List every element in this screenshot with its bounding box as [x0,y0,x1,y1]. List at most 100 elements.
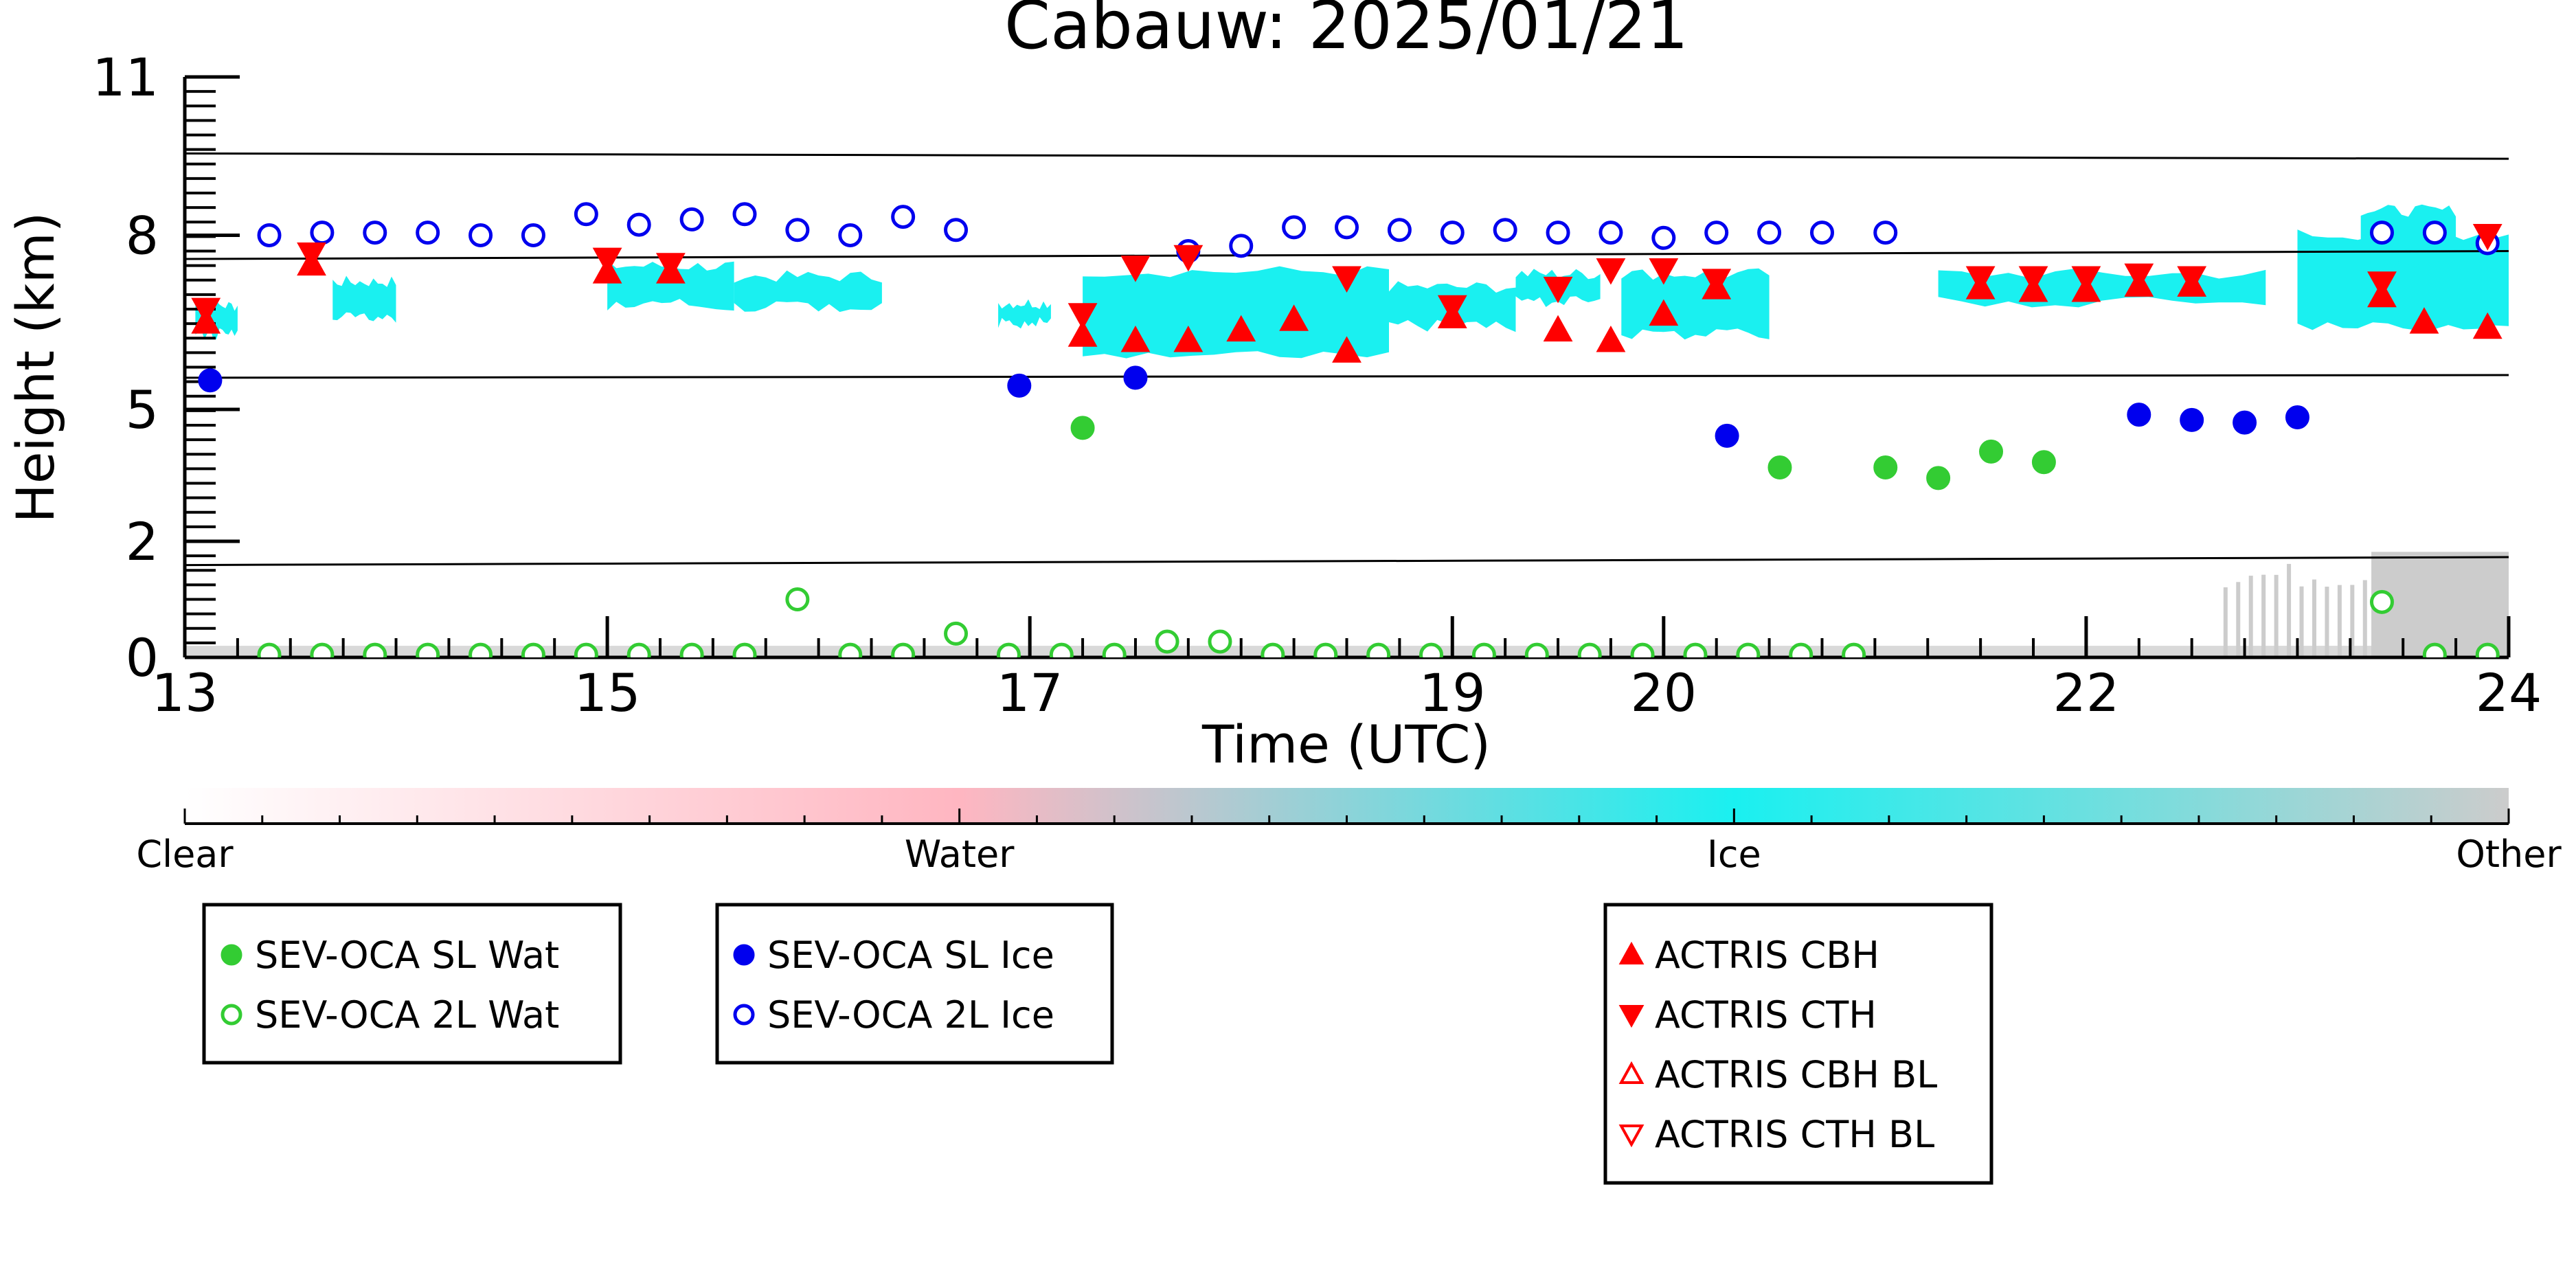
reference-line [185,556,2509,567]
reference-line [185,374,2509,379]
data-point [2369,221,2394,245]
data-point [1546,221,1570,245]
data-point [592,247,622,275]
other-column [2223,587,2228,657]
data-point [468,642,493,657]
data-point [521,223,545,247]
legend-marker [1618,1125,1645,1148]
data-point [1651,225,1676,250]
data-point [2422,221,2447,245]
data-point [679,642,704,657]
data-point [416,221,440,245]
data-point [2409,307,2439,334]
data-point [1842,642,1866,657]
data-point [2124,263,2154,291]
colorbar-labels: Clear Water Ice Other [136,833,2562,876]
x-tick-label: 22 [2053,662,2120,723]
ice-cloud-region [2297,228,2509,331]
legend-marker [733,1004,755,1026]
series-layer [191,202,2502,657]
legend-label: SEV-OCA 2L Wat [255,993,559,1037]
y-tick-label: 11 [92,47,159,108]
data-point [1577,642,1602,657]
data-point [1683,642,1708,657]
data-point [1596,258,1626,285]
x-tick-label: 13 [152,662,218,723]
data-point [1649,299,1679,326]
legend-marker [1618,1061,1645,1084]
x-tick-label: 19 [1419,662,1486,723]
data-point [1120,325,1151,352]
data-point [1282,215,1307,240]
colorbar-label: Other [2456,833,2562,876]
data-point [2472,224,2502,251]
data-point [1809,221,1834,245]
data-point [1493,218,1517,242]
series-sev-oca-sl-ice [198,365,2309,448]
data-point [1049,642,1074,657]
x-tick-label: 17 [997,662,1063,723]
data-point [257,642,282,657]
legend-label: ACTRIS CBH BL [1655,1053,1937,1096]
data-point [1926,466,1951,490]
legend-label: ACTRIS CTH BL [1655,1113,1934,1156]
data-point [1965,266,1996,293]
data-point [1173,245,1204,272]
ice-cloud-region [734,270,882,313]
chart-title: Cabauw: 2025/01/21 [1004,0,1688,64]
ice-cloud-region [998,299,1051,329]
legend-box-water [202,903,622,1065]
data-point [1543,315,1573,342]
data-point [1440,221,1465,245]
data-point [1070,416,1095,440]
other-region [2371,552,2509,657]
data-point [1208,629,1232,654]
data-point [1704,221,1729,245]
data-point [1335,215,1359,240]
data-point [2367,271,2397,298]
data-point [1543,276,1573,304]
data-point [2285,405,2309,429]
data-point [198,368,223,393]
ice-cloud-region [607,260,734,311]
y-tick-label: 5 [126,379,159,440]
data-point [1524,642,1549,657]
data-point [297,242,326,269]
y-tick-label: 0 [126,627,159,688]
data-point [2422,642,2447,657]
data-point [1067,303,1098,330]
series-actris-cth [191,224,2502,330]
data-point [1229,234,1254,258]
data-point [1226,315,1256,342]
data-point [257,223,282,247]
colorbar: Clear Water Ice Other [136,788,2562,876]
data-point [416,642,440,657]
data-point [1332,336,1362,363]
data-point [2369,589,2394,614]
other-column [2236,582,2241,657]
data-point [1873,221,1898,245]
data-point [732,202,757,227]
other-column [2261,574,2266,657]
x-tick-label: 15 [574,662,641,723]
legend-marker [221,1004,242,1026]
data-point [1067,320,1098,347]
reference-lines [185,152,2509,567]
data-point [1173,325,1204,352]
reference-line [185,152,2509,160]
data-point [1630,642,1655,657]
legend-marker [1618,1005,1645,1028]
y-ticks: 0 2 5 8 11 [92,47,240,688]
x-ticks: 13 15 17 19 20 22 24 [152,616,2542,723]
data-point [1873,455,1898,479]
legend-label: ACTRIS CBH [1655,934,1879,977]
other-column [2287,563,2292,657]
data-point [2180,407,2204,432]
data-point [1471,642,1496,657]
data-point [1007,373,1032,398]
data-point [944,621,969,646]
data-point [1757,221,1782,245]
data-point [1419,642,1444,657]
colorbar-ticks [183,809,2510,824]
